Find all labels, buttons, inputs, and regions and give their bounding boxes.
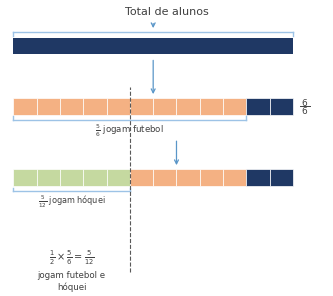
Bar [37,169,60,186]
Bar [60,98,83,115]
Text: 6: 6 [301,107,307,116]
Bar [223,98,246,115]
Bar [37,98,60,115]
Bar [83,98,107,115]
Text: $\frac{1}{2} \times \frac{5}{6} = \frac{5}{12}$: $\frac{1}{2} \times \frac{5}{6} = \frac{… [49,249,95,267]
Bar [107,169,130,186]
Text: $\frac{5}{6}$ jogam futebol: $\frac{5}{6}$ jogam futebol [96,122,164,139]
Text: Total de alunos: Total de alunos [125,7,208,17]
Bar [176,98,200,115]
Bar [223,169,246,186]
Bar [153,169,176,186]
Bar [13,169,37,186]
Bar [200,98,223,115]
Text: 6: 6 [301,99,307,107]
Bar [246,169,270,186]
Bar [153,98,176,115]
Text: jogam futebol e
hóquei: jogam futebol e hóquei [38,271,106,292]
Bar [176,169,200,186]
Bar [83,169,107,186]
Bar [246,98,270,115]
Bar [60,169,83,186]
Bar [270,169,293,186]
Bar [130,98,153,115]
Bar [270,98,293,115]
Bar [200,169,223,186]
Bar [130,169,153,186]
Bar [13,38,293,54]
Text: $\frac{5}{12}$ jogam hóquei: $\frac{5}{12}$ jogam hóquei [38,194,106,210]
Bar [107,98,130,115]
Bar [13,98,37,115]
